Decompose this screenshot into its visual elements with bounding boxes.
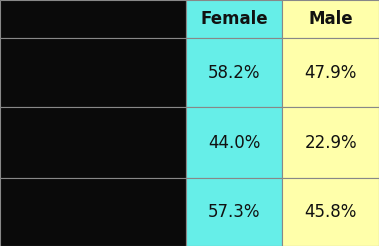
Bar (282, 178, 379, 246)
Bar (0, 178, 186, 246)
Bar (186, 178, 282, 246)
Bar (186, 38, 282, 107)
Text: 45.8%: 45.8% (304, 203, 357, 221)
Bar (186, 107, 282, 178)
Text: 57.3%: 57.3% (208, 203, 260, 221)
Bar (186, 0, 282, 38)
Text: 22.9%: 22.9% (304, 134, 357, 152)
Text: 44.0%: 44.0% (208, 134, 260, 152)
Bar (282, 38, 379, 107)
Bar (0, 38, 186, 107)
Bar (282, 0, 379, 38)
Bar (0, 107, 186, 178)
Text: 58.2%: 58.2% (208, 63, 260, 82)
Text: Female: Female (200, 10, 268, 28)
Text: Male: Male (309, 10, 353, 28)
Bar (282, 107, 379, 178)
Text: 47.9%: 47.9% (304, 63, 357, 82)
Bar (0, 0, 186, 38)
